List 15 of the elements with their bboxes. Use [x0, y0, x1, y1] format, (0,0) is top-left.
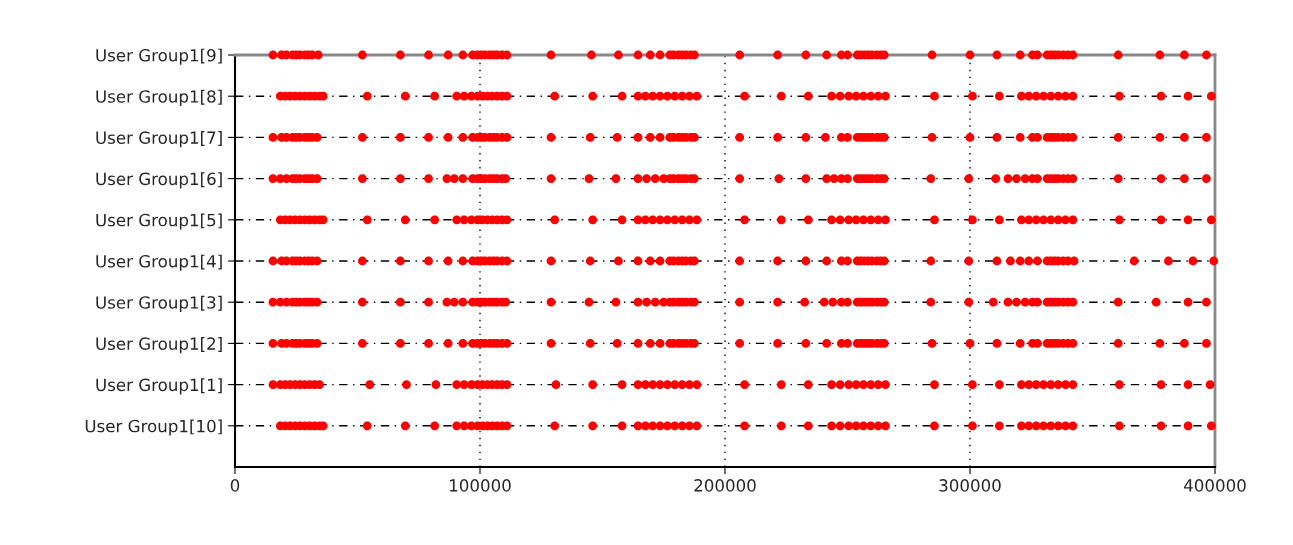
y-tick-label: User Group1[3]: [96, 295, 222, 312]
y-tick-label: User Group1[10]: [85, 419, 222, 436]
x-tick-label: 0: [230, 479, 240, 492]
y-tick-label: User Group1[2]: [96, 337, 222, 354]
y-tick-label: User Group1[1]: [96, 378, 222, 395]
x-tick-label: 200000: [694, 479, 756, 492]
y-tick-label: User Group1[8]: [96, 89, 222, 106]
y-tick-label: User Group1[7]: [96, 131, 222, 148]
x-tick-label: 400000: [1184, 479, 1246, 492]
x-tick-label: 300000: [939, 479, 1001, 492]
y-tick-label: User Group1[5]: [96, 213, 222, 230]
y-tick-label: User Group1[6]: [96, 172, 222, 189]
x-tick-label: 100000: [450, 479, 511, 492]
y-tick-label: User Group1[9]: [96, 48, 222, 65]
y-tick-label: User Group1[4]: [96, 254, 222, 271]
